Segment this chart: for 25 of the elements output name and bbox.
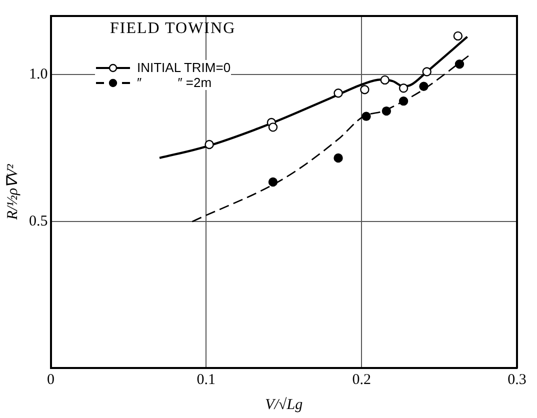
y-tick-label: 1.0 (29, 66, 48, 83)
point (380, 75, 390, 85)
point (268, 122, 278, 132)
point (204, 140, 214, 150)
point (422, 67, 432, 76)
x-axis-title: V/√Lg (265, 396, 304, 413)
point (382, 106, 392, 116)
point (454, 60, 464, 69)
point (419, 82, 428, 91)
legend-label: INITIAL TRIM=0 (137, 60, 231, 75)
point (453, 31, 463, 41)
legend-label: ″ ″ =2m (137, 75, 212, 90)
point (360, 85, 370, 94)
x-tick-label: 0.3 (508, 372, 526, 388)
point (398, 96, 408, 106)
x-tick-label: 0 (47, 372, 54, 388)
point (334, 153, 343, 163)
point (334, 88, 343, 98)
x-tick-label: 0.1 (196, 372, 216, 388)
x-tick-label: 0.2 (352, 372, 371, 388)
point (268, 177, 278, 187)
y-tick-label: 0.5 (29, 213, 48, 230)
y-axis-title: R/½ρ∇V² (4, 164, 21, 221)
point (398, 84, 408, 93)
point (362, 112, 371, 121)
